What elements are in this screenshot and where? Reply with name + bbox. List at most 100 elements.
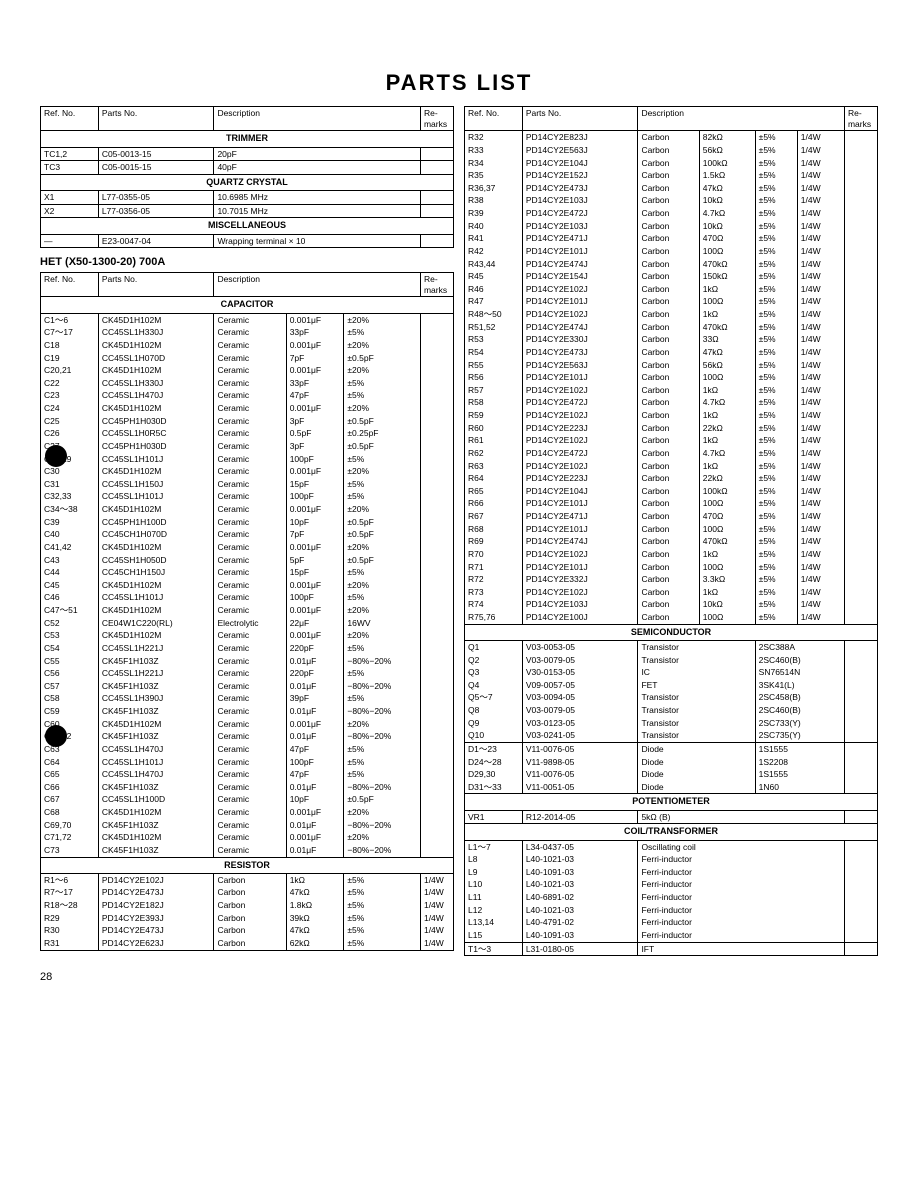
table-row: C54CC45SL1H221JCeramic220pF±5% [41, 642, 454, 655]
table-row: R64PD14CY2E223JCarbon22kΩ±5%1/4W [465, 472, 878, 485]
table-row: R74PD14CY2E103JCarbon10kΩ±5%1/4W [465, 598, 878, 611]
table-row: Q5～7V03-0094-05Transistor2SC458(B) [465, 691, 878, 704]
left-column: Ref. No. Parts No. Description Re- marks… [40, 106, 454, 983]
table-row: R62PD14CY2E472JCarbon4.7kΩ±5%1/4W [465, 447, 878, 460]
table-row: C65CC45SL1H470JCeramic47pF±5% [41, 768, 454, 781]
table-row: L8L40-1021-03Ferri-inductor [465, 853, 878, 866]
table-row: C7～17CC45SL1H330JCeramic33pF±5% [41, 326, 454, 339]
top-table: Ref. No. Parts No. Description Re- marks… [40, 106, 454, 248]
table-row: Q8V03-0079-05Transistor2SC460(B) [465, 704, 878, 717]
hdr-desc: Description [638, 107, 845, 131]
table-row: R71PD14CY2E101JCarbon100Ω±5%1/4W [465, 561, 878, 574]
table-row: C22CC45SL1H330JCeramic33pF±5% [41, 377, 454, 390]
table-row: C39CC45PH1H100DCeramic10pF±0.5pF [41, 516, 454, 529]
hdr-rem: Re- marks [420, 273, 453, 297]
table-row: C40CC45CH1H070DCeramic7pF±0.5pF [41, 528, 454, 541]
het-subtitle: HET (X50-1300-20) 700A [40, 256, 454, 268]
table-row: R32PD14CY2E823JCarbon82kΩ±5%1/4W [465, 131, 878, 144]
table-row: C68CK45D1H102MCeramic0.001μF±20% [41, 806, 454, 819]
table-row: D29,30V11-0076-05Diode1S1555 [465, 768, 878, 781]
table-row: C47～51CK45D1H102MCeramic0.001μF±20% [41, 604, 454, 617]
hdr-desc: Description [214, 273, 421, 297]
table-row: R38PD14CY2E103JCarbon10kΩ±5%1/4W [465, 194, 878, 207]
table-row: R1～6PD14CY2E102JCarbon1kΩ±5%1/4W [41, 873, 454, 886]
table-row: C61,62CK45F1H103ZCeramic0.01μF−80%−20% [41, 730, 454, 743]
table-row: TC3C05-0015-1540pF [41, 161, 454, 175]
table-row: C46CC45SL1H101JCeramic100pF±5% [41, 591, 454, 604]
table-row: C67CC45SL1H100DCeramic10pF±0.5pF [41, 793, 454, 806]
table-row: C20,21CK45D1H102MCeramic0.001μF±20% [41, 364, 454, 377]
section-label: TRIMMER [41, 131, 454, 147]
table-row: R73PD14CY2E102JCarbon1kΩ±5%1/4W [465, 586, 878, 599]
table-row: X1L77-0355-0510.6985 MHz [41, 191, 454, 205]
table-row: C63CC45SL1H470JCeramic47pF±5% [41, 743, 454, 756]
section-label: MISCELLANEOUS [41, 218, 454, 234]
table-row: C53CK45D1H102MCeramic0.001μF±20% [41, 629, 454, 642]
table-row: Q4V09-0057-05FET3SK41(L) [465, 679, 878, 692]
hdr-rem: Re- marks [420, 107, 453, 131]
table-row: R36,37PD14CY2E473JCarbon47kΩ±5%1/4W [465, 182, 878, 195]
table-row: C66CK45F1H103ZCeramic0.01μF−80%−20% [41, 781, 454, 794]
table-row: R57PD14CY2E102JCarbon1kΩ±5%1/4W [465, 384, 878, 397]
table-row: C30CK45D1H102MCeramic0.001μF±20% [41, 465, 454, 478]
table-row: C45CK45D1H102MCeramic0.001μF±20% [41, 579, 454, 592]
table-row: R63PD14CY2E102JCarbon1kΩ±5%1/4W [465, 460, 878, 473]
table-row: C31CC45SL1H150JCeramic15pF±5% [41, 478, 454, 491]
hdr-desc: Description [214, 107, 421, 131]
table-row: L12L40-1021-03Ferri-inductor [465, 904, 878, 917]
table-row: R47PD14CY2E101JCarbon100Ω±5%1/4W [465, 295, 878, 308]
table-row: R43,44PD14CY2E474JCarbon470kΩ±5%1/4W [465, 258, 878, 271]
table-row: R54PD14CY2E473JCarbon47kΩ±5%1/4W [465, 346, 878, 359]
table-row: R7～17PD14CY2E473JCarbon47kΩ±5%1/4W [41, 886, 454, 899]
table-row: C32,33CC45SL1H101JCeramic100pF±5% [41, 490, 454, 503]
table-row: R70PD14CY2E102JCarbon1kΩ±5%1/4W [465, 548, 878, 561]
table-row: R65PD14CY2E104JCarbon100kΩ±5%1/4W [465, 485, 878, 498]
table-row: C60CK45D1H102MCeramic0.001μF±20% [41, 718, 454, 731]
table-row: Q2V03-0079-05Transistor2SC460(B) [465, 654, 878, 667]
hdr-part: Parts No. [98, 107, 214, 131]
table-row: T1～3L31-0180-05IFT [465, 942, 878, 956]
hdr-ref: Ref. No. [41, 273, 99, 297]
table-row: C64CC45SL1H101JCeramic100pF±5% [41, 756, 454, 769]
table-row: C57CK45F1H103ZCeramic0.01μF−80%−20% [41, 680, 454, 693]
table-row: R29PD14CY2E393JCarbon39kΩ±5%1/4W [41, 912, 454, 925]
table-row: C23CC45SL1H470JCeramic47pF±5% [41, 389, 454, 402]
table-row: R67PD14CY2E471JCarbon470Ω±5%1/4W [465, 510, 878, 523]
table-row: R33PD14CY2E563JCarbon56kΩ±5%1/4W [465, 144, 878, 157]
table-row: R56PD14CY2E101JCarbon100Ω±5%1/4W [465, 371, 878, 384]
table-row: C34～38CK45D1H102MCeramic0.001μF±20% [41, 503, 454, 516]
hdr-ref: Ref. No. [41, 107, 99, 131]
table-row: Q10V03-0241-05Transistor2SC735(Y) [465, 729, 878, 742]
table-row: C26CC45SL1H0R5CCeramic0.5pF±0.25pF [41, 427, 454, 440]
section-capacitor: CAPACITOR [41, 297, 454, 313]
table-row: L13,14L40-4791-02Ferri-inductor [465, 916, 878, 929]
table-row: R69PD14CY2E474JCarbon470kΩ±5%1/4W [465, 535, 878, 548]
table-row: R45PD14CY2E154JCarbon150kΩ±5%1/4W [465, 270, 878, 283]
table-row: L11L40-6891-02Ferri-inductor [465, 891, 878, 904]
section-resistor: RESISTOR [41, 857, 454, 873]
section-semi: SEMICONDUCTOR [465, 624, 878, 640]
table-row: C55CK45F1H103ZCeramic0.01μF−80%−20% [41, 655, 454, 668]
table-row: C52CE04W1C220(RL)Electrolytic22μF16WV [41, 617, 454, 630]
table-row: R48～50PD14CY2E102JCarbon1kΩ±5%1/4W [465, 308, 878, 321]
table-row: R18～28PD14CY2E182JCarbon1.8kΩ±5%1/4W [41, 899, 454, 912]
table-row: C71,72CK45D1H102MCeramic0.001μF±20% [41, 831, 454, 844]
table-row: R75,76PD14CY2E100JCarbon100Ω±5%1/4W [465, 611, 878, 624]
table-row: R55PD14CY2E563JCarbon56kΩ±5%1/4W [465, 359, 878, 372]
table-row: C59CK45F1H103ZCeramic0.01μF−80%−20% [41, 705, 454, 718]
table-row: R59PD14CY2E102JCarbon1kΩ±5%1/4W [465, 409, 878, 422]
table-row: C41,42CK45D1H102MCeramic0.001μF±20% [41, 541, 454, 554]
table-row: R30PD14CY2E473JCarbon47kΩ±5%1/4W [41, 924, 454, 937]
table-row: Q1V03-0053-05Transistor2SC388A [465, 640, 878, 653]
table-row: R60PD14CY2E223JCarbon22kΩ±5%1/4W [465, 422, 878, 435]
table-row: C24CK45D1H102MCeramic0.001μF±20% [41, 402, 454, 415]
table-row: D1～23V11-0076-05Diode1S1555 [465, 742, 878, 755]
table-row: R66PD14CY2E101JCarbon100Ω±5%1/4W [465, 497, 878, 510]
section-coil: COIL/TRANSFORMER [465, 824, 878, 840]
page-title: PARTS LIST [40, 70, 878, 96]
table-row: C44CC45CH1H150JCeramic15pF±5% [41, 566, 454, 579]
table-row: C27CC45PH1H030DCeramic3pF±0.5pF [41, 440, 454, 453]
table-row: Q3V30-0153-05ICSN76514N [465, 666, 878, 679]
table-row: L9L40-1091-03Ferri-inductor [465, 866, 878, 879]
section-label: QUARTZ CRYSTAL [41, 174, 454, 190]
